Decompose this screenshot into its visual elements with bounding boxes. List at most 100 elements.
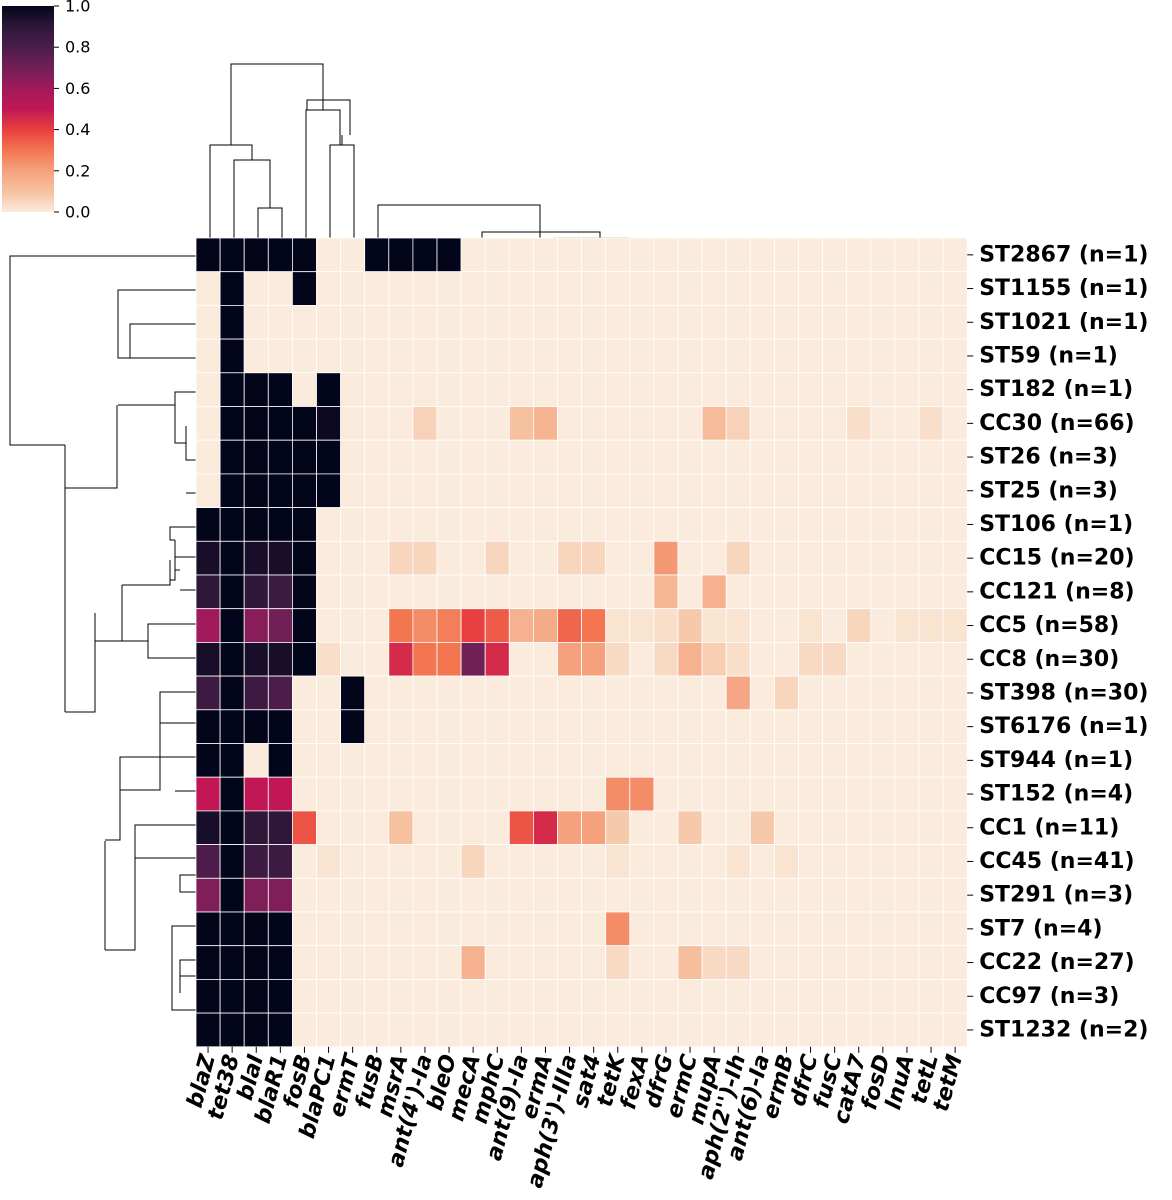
heatmap-cell (701, 709, 727, 744)
heatmap-cell (267, 574, 293, 610)
heatmap-cell (701, 675, 727, 711)
heatmap-cell (701, 844, 727, 879)
heatmap-cell (484, 372, 510, 407)
heatmap-cell (412, 237, 438, 273)
heatmap-cell (557, 574, 583, 610)
heatmap-cell (436, 743, 462, 778)
heatmap-cell (460, 675, 486, 711)
heatmap-cell (267, 507, 293, 542)
heatmap-cell (605, 877, 631, 913)
heatmap-cell (894, 574, 920, 610)
heatmap-cell (316, 304, 342, 340)
heatmap-cell (243, 1012, 269, 1048)
heatmap-cell (798, 540, 824, 576)
heatmap-cell (412, 844, 438, 879)
heatmap-cell (725, 675, 751, 711)
heatmap-cell (291, 877, 317, 913)
heatmap-cell (774, 540, 799, 576)
heatmap-cell (484, 743, 510, 778)
heatmap-cell (316, 810, 342, 846)
heatmap-cell (725, 439, 751, 475)
heatmap-cell (725, 608, 751, 643)
heatmap-cell (364, 237, 390, 273)
row-label: ST25 (n=3) (979, 478, 1118, 503)
heatmap-cell (557, 642, 583, 677)
heatmap-cell (316, 406, 342, 441)
heatmap-cell (291, 608, 317, 643)
heatmap-cell (267, 338, 293, 374)
heatmap-cell (677, 574, 703, 610)
heatmap-cell (894, 304, 920, 340)
heatmap-cell (725, 743, 751, 778)
heatmap-cell (677, 844, 703, 879)
heatmap-cell (749, 979, 775, 1014)
heatmap-cell (822, 338, 848, 374)
heatmap-cell (219, 304, 245, 340)
heatmap-cell (918, 237, 944, 273)
heatmap-cell (918, 406, 944, 441)
heatmap-cell (725, 406, 751, 441)
heatmap-cell (822, 237, 848, 273)
row-labels: ST2867 (n=1) ST1155 (n=1) ST1021 (n=1) ST59… (967, 242, 1148, 1042)
heatmap-cell (822, 675, 848, 711)
heatmap-cell (870, 338, 896, 374)
heatmap-cell (822, 540, 848, 576)
heatmap-cell (725, 979, 751, 1014)
heatmap-cell (605, 945, 631, 980)
heatmap-cell (291, 979, 317, 1014)
row-label: CC5 (n=58) (979, 613, 1119, 638)
heatmap-cell (918, 675, 944, 711)
heatmap-cell (629, 911, 655, 947)
heatmap-cell (484, 304, 510, 340)
heatmap-cell (533, 979, 558, 1014)
heatmap-cell (364, 304, 390, 340)
heatmap-cell (774, 675, 799, 711)
heatmap-cell (557, 507, 583, 542)
heatmap-cell (508, 979, 534, 1014)
heatmap-cell (918, 844, 944, 879)
heatmap-cell (629, 642, 655, 677)
heatmap-cell (533, 304, 558, 340)
heatmap-cell (508, 237, 534, 273)
heatmap-cell (388, 743, 414, 778)
heatmap-cell (316, 338, 342, 374)
heatmap-cell (677, 810, 703, 846)
heatmap-cell (629, 844, 655, 879)
heatmap-cell (846, 945, 872, 980)
heatmap-cell (629, 507, 655, 542)
heatmap-cell (267, 776, 293, 812)
heatmap-cell (894, 507, 920, 542)
heatmap-cell (677, 439, 703, 475)
heatmap-cell (870, 540, 896, 576)
heatmap-cell (219, 338, 245, 374)
heatmap-cell (364, 372, 390, 407)
row-label: ST1021 (n=1) (979, 310, 1148, 335)
heatmap-cell (629, 877, 655, 913)
heatmap-cell (894, 911, 920, 947)
heatmap-cell (725, 473, 751, 508)
heatmap-cell (557, 709, 583, 744)
heatmap-cell (412, 743, 438, 778)
heatmap-cell (774, 338, 799, 374)
heatmap-cell (870, 439, 896, 475)
heatmap-cell (942, 540, 968, 576)
heatmap-cell (605, 338, 631, 374)
heatmap-cell (508, 540, 534, 576)
heatmap-cell (701, 810, 727, 846)
heatmap-cell (918, 271, 944, 306)
heatmap-cell (243, 979, 269, 1014)
heatmap-cell (701, 608, 727, 643)
heatmap-cell (460, 338, 486, 374)
heatmap-cell (774, 608, 799, 643)
row-label: CC97 (n=3) (979, 984, 1119, 1009)
heatmap-cell (701, 1012, 727, 1048)
heatmap-cell (364, 574, 390, 610)
heatmap-cell (605, 810, 631, 846)
heatmap-cell (508, 406, 534, 441)
heatmap-cell (629, 709, 655, 744)
heatmap-cell (436, 608, 462, 643)
heatmap-cell (942, 338, 968, 374)
heatmap-cell (508, 507, 534, 542)
heatmap-cell (942, 237, 968, 273)
heatmap-cell (533, 406, 558, 441)
